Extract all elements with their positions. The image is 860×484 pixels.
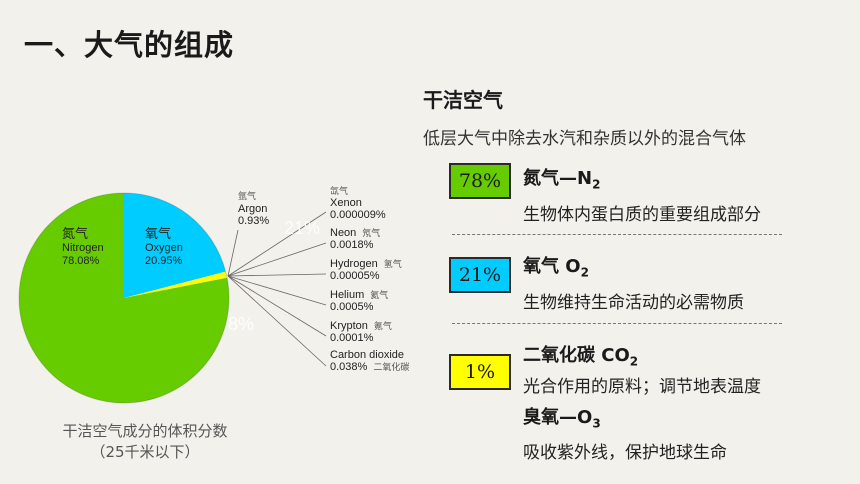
carbon-dioxide-label-name: Carbon dioxide xyxy=(330,349,404,361)
nitrogen-label-name: Nitrogen xyxy=(62,242,104,254)
ozone-description: 吸收紫外线，保护地球生命 xyxy=(523,443,727,463)
ozone-name: 臭氧—O3 xyxy=(523,407,601,431)
oxygen-description: 生物维持生命活动的必需物质 xyxy=(523,293,744,313)
xenon-label-value: 0.000009% xyxy=(330,209,386,221)
oxygen-label-cn: 氧气 xyxy=(145,226,171,241)
leader-line-helium xyxy=(227,275,327,306)
argon-label-cn: 氩气 xyxy=(238,190,256,201)
leader-line-xenon xyxy=(227,211,327,277)
xenon-label-name: Xenon xyxy=(330,197,362,209)
pie-slice-oxygen xyxy=(124,193,226,298)
nitrogen-name: 氮气—N2 xyxy=(523,168,601,192)
neon-label-cn: 氖气 xyxy=(362,227,380,238)
chart-caption-sub: （25千米以下） xyxy=(90,443,200,461)
carbon-dioxide-label-value: 0.038% xyxy=(330,361,368,373)
helium-label-cn: 氦气 xyxy=(370,289,388,300)
leader-line-hydrogen xyxy=(227,273,327,277)
dry-air-definition: 低层大气中除去水汽和杂质以外的混合气体 xyxy=(423,129,746,149)
pie-outline xyxy=(18,192,230,404)
separator xyxy=(452,323,782,324)
krypton-label-name: Krypton xyxy=(330,320,368,332)
ghost-label-21: 21% xyxy=(284,218,320,238)
argon-label-name: Argon xyxy=(238,203,267,215)
co2-description: 光合作用的原料；调节地表温度 xyxy=(523,377,761,397)
leader-line-carbon-dioxide xyxy=(227,275,327,367)
nitrogen-description: 生物体内蛋白质的重要组成部分 xyxy=(523,205,761,225)
co2-name: 二氧化碳 CO2 xyxy=(523,345,639,369)
neon-label-name: Neon xyxy=(330,227,356,239)
page-title: 一、大气的组成 xyxy=(24,28,235,62)
krypton-label-cn: 氪气 xyxy=(374,320,392,331)
hydrogen-label-cn: 氢气 xyxy=(384,258,402,269)
oxygen-label-name: Oxygen xyxy=(145,242,183,254)
argon-label-value: 0.93% xyxy=(238,215,269,227)
co2-percent-badge: 1% xyxy=(449,354,511,390)
nitrogen-label-cn: 氮气 xyxy=(62,226,88,241)
oxygen-percent-badge: 21% xyxy=(449,257,511,293)
nitrogen-percent-badge: 78% xyxy=(449,163,511,199)
xenon-label-cn: 氙气 xyxy=(330,185,348,196)
dry-air-heading: 干洁空气 xyxy=(423,88,503,112)
nitrogen-label-value: 78.08% xyxy=(62,255,100,267)
leader-line-krypton xyxy=(227,275,327,337)
pie-slice-carbon-dioxide xyxy=(124,277,228,298)
helium-label-value: 0.0005% xyxy=(330,301,374,313)
oxygen-name: 氧气 O2 xyxy=(523,256,589,280)
carbon-dioxide-label-cn: 二氧化碳 xyxy=(373,361,409,372)
helium-label-name: Helium xyxy=(330,289,364,301)
oxygen-label-value: 20.95% xyxy=(145,255,183,267)
leader-line-neon xyxy=(227,242,327,277)
ghost-label-8: 8% xyxy=(228,314,254,334)
neon-label-value: 0.0018% xyxy=(330,239,374,251)
separator xyxy=(452,234,782,235)
hydrogen-label-value: 0.00005% xyxy=(330,270,380,282)
leader-line-argon xyxy=(227,229,239,277)
chart-caption: 干洁空气成分的体积分数 xyxy=(62,422,228,440)
pie-slice-argon xyxy=(124,271,227,298)
pie-slice-nitrogen xyxy=(19,193,230,404)
hydrogen-label-name: Hydrogen xyxy=(330,258,378,270)
krypton-label-value: 0.0001% xyxy=(330,332,374,344)
